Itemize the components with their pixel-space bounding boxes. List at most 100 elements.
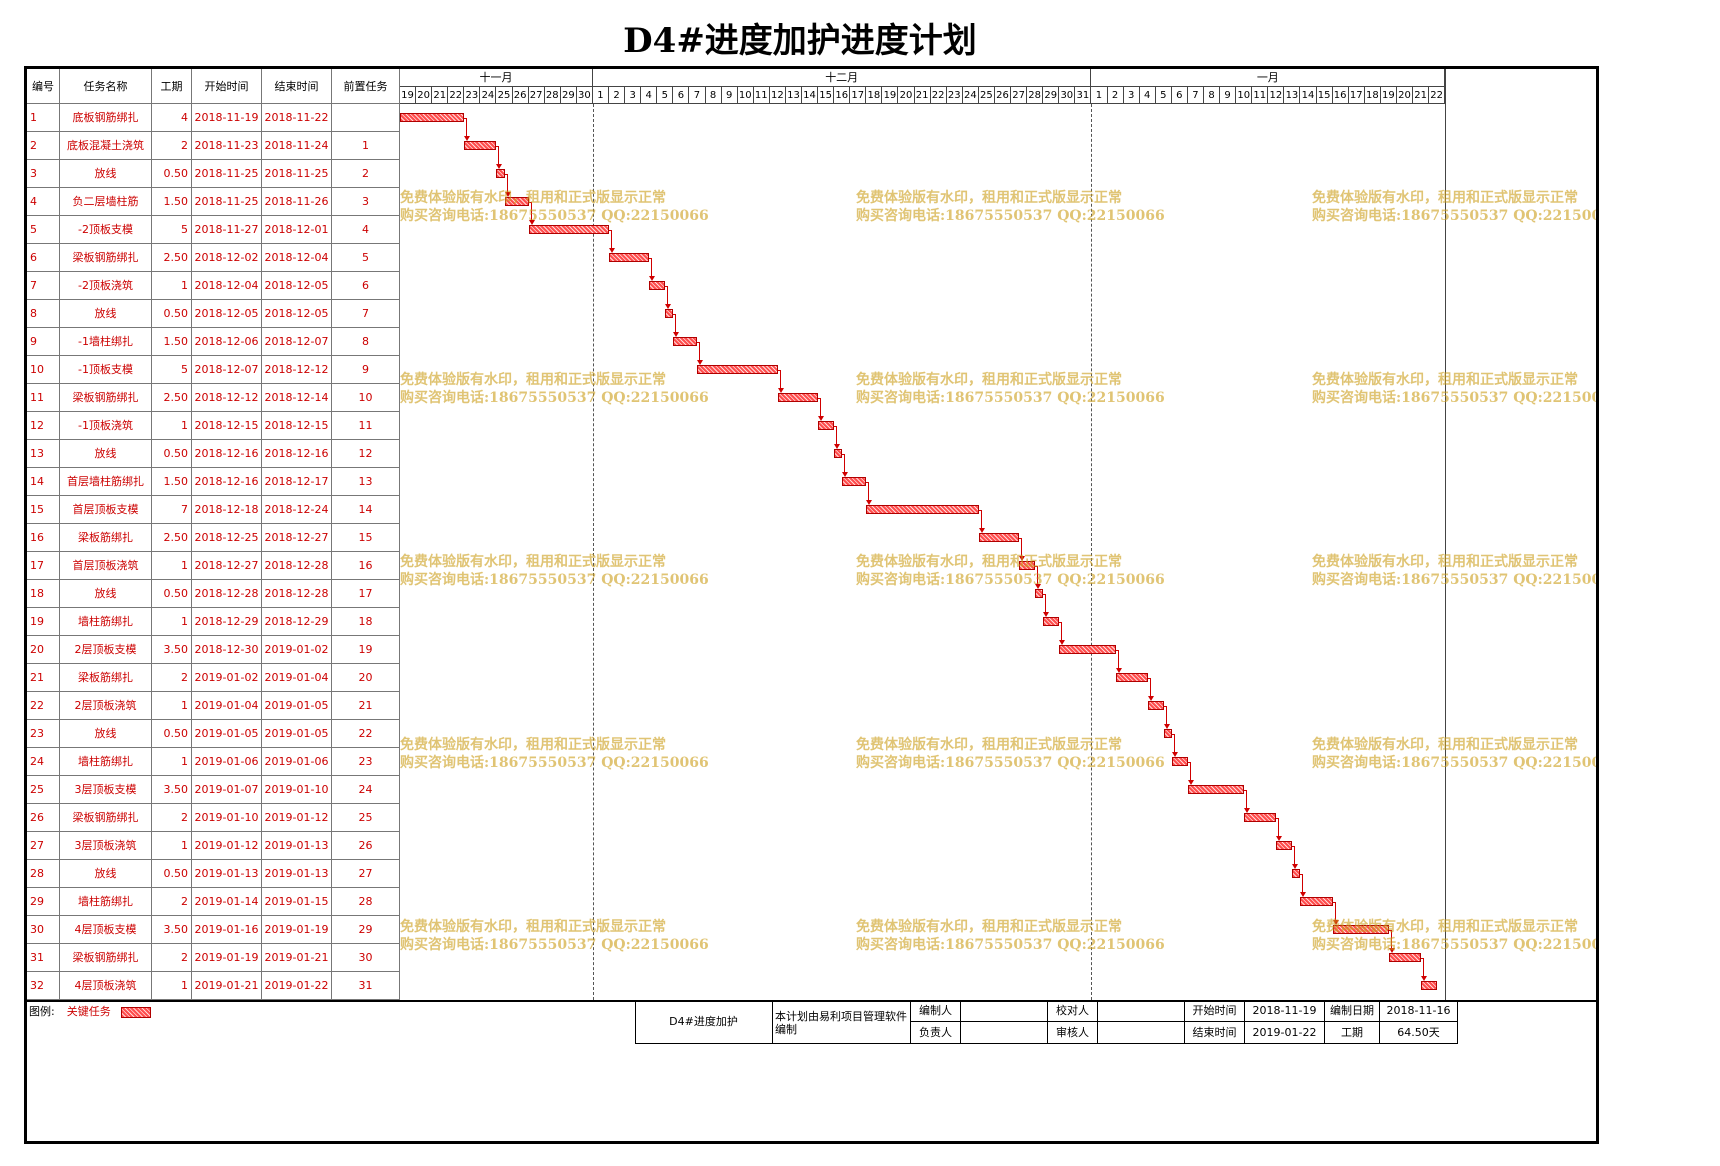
table-row[interactable]: 8 放线 0.50 2018-12-05 2018-12-05 7: [27, 300, 400, 328]
task-bar-critical[interactable]: [496, 169, 505, 178]
task-id-cell: 11: [27, 384, 60, 412]
task-bar-critical[interactable]: [978, 533, 1020, 542]
task-bar-critical[interactable]: [842, 477, 867, 486]
dependency-link: [1187, 761, 1191, 780]
task-bar-critical[interactable]: [1187, 785, 1245, 794]
table-row[interactable]: 19 墙柱筋绑扎 1 2018-12-29 2018-12-29 18: [27, 608, 400, 636]
task-id-cell: 21: [27, 664, 60, 692]
day-header: 26: [994, 87, 1012, 104]
task-pred-cell: 29: [332, 916, 400, 944]
table-row[interactable]: 18 放线 0.50 2018-12-28 2018-12-28 17: [27, 580, 400, 608]
task-bar-critical[interactable]: [1300, 897, 1333, 906]
task-bar-critical[interactable]: [1332, 925, 1389, 934]
task-duration-cell: 5: [152, 216, 192, 244]
task-bar-critical[interactable]: [1019, 561, 1036, 570]
task-end-cell: 2018-11-26: [262, 188, 332, 216]
dependency-link: [1276, 817, 1280, 836]
task-bar-critical[interactable]: [464, 141, 497, 150]
day-header: 19: [882, 87, 899, 104]
table-row[interactable]: 16 梁板筋绑扎 2.50 2018-12-25 2018-12-27 15: [27, 524, 400, 552]
table-row[interactable]: 28 放线 0.50 2019-01-13 2019-01-13 27: [27, 860, 400, 888]
table-row[interactable]: 27 3层顶板浇筑 1 2019-01-12 2019-01-13 26: [27, 832, 400, 860]
table-row[interactable]: 3 放线 0.50 2018-11-25 2018-11-25 2: [27, 160, 400, 188]
table-row[interactable]: 11 梁板钢筋绑扎 2.50 2018-12-12 2018-12-14 10: [27, 384, 400, 412]
task-start-cell: 2019-01-12: [192, 832, 262, 860]
day-header: 27: [1011, 87, 1028, 104]
task-start-cell: 2018-12-25: [192, 524, 262, 552]
table-row[interactable]: 31 梁板钢筋绑扎 2 2019-01-19 2019-01-21 30: [27, 944, 400, 972]
table-row[interactable]: 26 梁板钢筋绑扎 2 2019-01-10 2019-01-12 25: [27, 804, 400, 832]
task-bar-critical[interactable]: [673, 337, 698, 346]
task-bar-critical[interactable]: [1292, 869, 1301, 878]
task-bar-critical[interactable]: [1421, 981, 1438, 990]
task-duration-cell: 5: [152, 356, 192, 384]
day-header: 4: [1139, 87, 1156, 104]
task-pred-cell: 17: [332, 580, 400, 608]
table-row[interactable]: 24 墙柱筋绑扎 1 2019-01-06 2019-01-06 23: [27, 748, 400, 776]
task-duration-cell: 1: [152, 972, 192, 1000]
table-row[interactable]: 14 首层墙柱筋绑扎 1.50 2018-12-16 2018-12-17 13: [27, 468, 400, 496]
table-row[interactable]: 4 负二层墙柱筋 1.50 2018-11-25 2018-11-26 3: [27, 188, 400, 216]
table-row[interactable]: 15 首层顶板支模 7 2018-12-18 2018-12-24 14: [27, 496, 400, 524]
task-name-cell: 放线: [60, 580, 152, 608]
task-bar-critical[interactable]: [1276, 841, 1293, 850]
task-bar-critical[interactable]: [665, 309, 674, 318]
task-bar-critical[interactable]: [818, 421, 835, 430]
table-row[interactable]: 29 墙柱筋绑扎 2 2019-01-14 2019-01-15 28: [27, 888, 400, 916]
task-bar-critical[interactable]: [1147, 701, 1164, 710]
task-bar-critical[interactable]: [1388, 953, 1422, 962]
header-duration: 工期: [152, 69, 192, 104]
task-bar-critical[interactable]: [1244, 813, 1277, 822]
task-id-cell: 10: [27, 356, 60, 384]
watermark-line-2: 购买咨询电话:18675550537 QQ:22150066: [1312, 755, 1599, 771]
table-row[interactable]: 7 -2顶板浇筑 1 2018-12-04 2018-12-05 6: [27, 272, 400, 300]
table-row[interactable]: 12 -1顶板浇筑 1 2018-12-15 2018-12-15 11: [27, 412, 400, 440]
table-row[interactable]: 30 4层顶板支模 3.50 2019-01-16 2019-01-19 29: [27, 916, 400, 944]
task-bar-critical[interactable]: [1043, 617, 1060, 626]
task-bar-critical[interactable]: [504, 197, 529, 206]
task-bar-critical[interactable]: [866, 505, 979, 514]
task-bar-critical[interactable]: [609, 253, 650, 262]
table-row[interactable]: 21 梁板筋绑扎 2 2019-01-02 2019-01-04 20: [27, 664, 400, 692]
page-title: D4#进度加护进度计划: [623, 21, 977, 61]
task-bar-critical[interactable]: [528, 225, 610, 234]
table-row[interactable]: 10 -1顶板支模 5 2018-12-07 2018-12-12 9: [27, 356, 400, 384]
dependency-arrow: [1292, 864, 1299, 869]
reviewed-by-label: 审核人: [1048, 1022, 1098, 1044]
task-bar-critical[interactable]: [697, 365, 778, 374]
task-end-cell: 2018-12-05: [262, 300, 332, 328]
task-duration-cell: 4: [152, 104, 192, 132]
table-row[interactable]: 23 放线 0.50 2019-01-05 2019-01-05 22: [27, 720, 400, 748]
task-name-cell: 梁板筋绑扎: [60, 664, 152, 692]
table-row[interactable]: 20 2层顶板支模 3.50 2018-12-30 2019-01-02 19: [27, 636, 400, 664]
watermark-line-2: 购买咨询电话:18675550537 QQ:22150066: [1312, 572, 1599, 588]
task-bar-critical[interactable]: [1059, 645, 1116, 654]
task-bar-critical[interactable]: [400, 113, 465, 122]
table-row[interactable]: 13 放线 0.50 2018-12-16 2018-12-16 12: [27, 440, 400, 468]
task-id-cell: 4: [27, 188, 60, 216]
task-pred-cell: 5: [332, 244, 400, 272]
table-row[interactable]: 17 首层顶板浇筑 1 2018-12-27 2018-12-28 16: [27, 552, 400, 580]
table-row[interactable]: 9 -1墙柱绑扎 1.50 2018-12-06 2018-12-07 8: [27, 328, 400, 356]
table-row[interactable]: 5 -2顶板支模 5 2018-11-27 2018-12-01 4: [27, 216, 400, 244]
day-header: 29: [560, 87, 577, 104]
task-id-cell: 19: [27, 608, 60, 636]
task-bar-critical[interactable]: [1115, 673, 1148, 682]
task-bar-critical[interactable]: [777, 393, 819, 402]
task-bar-critical[interactable]: [649, 281, 666, 290]
task-name-cell: 底板钢筋绑扎: [60, 104, 152, 132]
table-row[interactable]: 2 底板混凝土浇筑 2 2018-11-23 2018-11-24 1: [27, 132, 400, 160]
task-bar-critical[interactable]: [834, 449, 843, 458]
table-row[interactable]: 1 底板钢筋绑扎 4 2018-11-19 2018-11-22: [27, 104, 400, 132]
task-bar-critical[interactable]: [1035, 589, 1044, 598]
task-bar-critical[interactable]: [1163, 729, 1172, 738]
task-bar-critical[interactable]: [1171, 757, 1188, 766]
dependency-link: [1035, 565, 1039, 584]
table-row[interactable]: 22 2层顶板浇筑 1 2019-01-04 2019-01-05 21: [27, 692, 400, 720]
watermark-line-2: 购买咨询电话:18675550537 QQ:22150066: [856, 937, 1165, 953]
table-row[interactable]: 6 梁板钢筋绑扎 2.50 2018-12-02 2018-12-04 5: [27, 244, 400, 272]
table-row[interactable]: 25 3层顶板支模 3.50 2019-01-07 2019-01-10 24: [27, 776, 400, 804]
dependency-link: [866, 481, 870, 500]
table-row[interactable]: 32 4层顶板浇筑 1 2019-01-21 2019-01-22 31: [27, 972, 400, 1000]
dependency-link: [649, 257, 653, 276]
